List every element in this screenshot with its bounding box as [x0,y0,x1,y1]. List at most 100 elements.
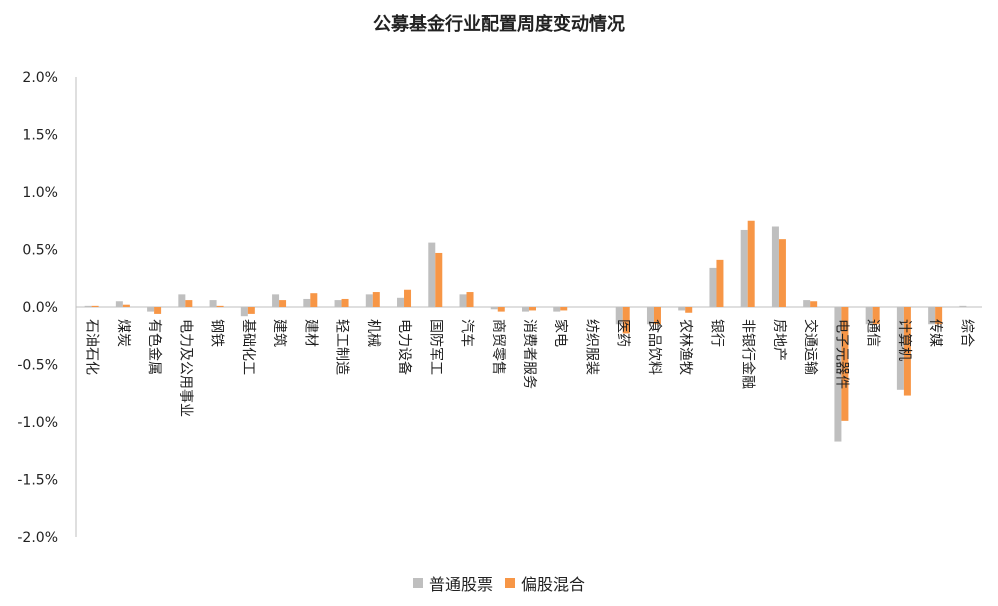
bar-series1 [615,307,623,325]
bar-series2 [216,305,224,307]
x-category-label: 国防军工 [427,319,443,375]
x-category-label: 电力及公用事业 [177,319,193,417]
bar-series1 [834,307,842,442]
bar-series1 [84,305,92,307]
bar-series1 [115,301,123,307]
bar-series2 [560,307,568,311]
bar-series1 [428,242,436,307]
bar-series2 [747,220,755,307]
x-category-label: 传媒 [927,319,943,347]
x-category-label: 农林渔牧 [677,319,693,375]
bar-series2 [372,292,380,307]
x-category-label: 食品饮料 [646,319,663,375]
x-category-label: 轻工制造 [334,319,350,375]
bar-series1 [771,226,779,307]
bar-series2 [122,304,130,307]
bar-series2 [404,289,412,307]
x-category-label: 医药 [615,319,631,347]
x-category-label: 钢铁 [209,319,225,347]
bar-series2 [716,259,724,307]
bar-series1 [240,307,248,317]
bar-series1 [553,307,561,312]
bar-series2 [841,307,849,421]
y-tick-label: 1.0% [22,185,58,201]
bar-series1 [928,307,936,325]
x-category-label: 有色金属 [146,319,163,375]
bar-series1 [209,300,217,307]
x-category-label: 建筑 [271,319,287,347]
bar-series1 [740,229,748,307]
bar-series2 [310,293,318,307]
bar-series2 [903,307,911,396]
bar-series1 [272,294,280,307]
x-category-label: 石油石化 [84,319,100,375]
legend-swatch [412,578,423,588]
bar-series2 [341,298,349,307]
x-category-label: 非银行金融 [740,319,756,389]
x-category-label: 纺织服装 [583,319,599,375]
bar-series2 [685,307,693,313]
x-category-label: 银行 [708,319,724,347]
x-category-label: 建材 [302,319,318,347]
bar-series2 [435,252,443,307]
legend-label: 偏股混合 [521,575,586,594]
x-category-label: 家电 [552,319,569,347]
x-category-label: 基础化工 [240,319,257,375]
bar-series1 [896,307,904,390]
bar-series2 [622,307,630,334]
bar-series2 [653,307,661,325]
y-tick-label: 0.5% [22,243,58,259]
bar-series1 [490,307,498,310]
chart-title: 公募基金行业配置周度变动情况 [373,14,625,35]
bar-series2 [185,300,193,307]
legend-item: 偏股混合 [505,571,585,595]
bar-series1 [865,307,873,325]
x-category-label: 汽车 [459,319,476,347]
y-tick-label: -1.5% [17,473,58,489]
bar-series2 [935,307,943,325]
bar-series2 [91,305,99,307]
bar-series1 [803,300,811,307]
bar-series1 [459,294,467,307]
bar-series2 [466,292,474,307]
bar-series2 [279,300,287,307]
x-category-label: 商贸零售 [490,319,506,375]
bar-series1 [147,307,155,312]
bar-series2 [247,307,255,314]
bar-series1 [334,300,342,307]
bar-series2 [872,307,880,325]
y-tick-label: 0.0% [22,300,58,316]
bar-series1 [303,298,311,307]
bar-series2 [497,307,505,312]
x-category-label: 煤炭 [115,319,131,347]
y-tick-label: -0.5% [17,358,58,374]
x-category-label: 房地产 [771,319,787,361]
bar-series1 [959,305,967,307]
legend-swatch [505,578,515,588]
x-category-label: 综合 [958,319,974,347]
bar-series2 [810,301,818,307]
x-category-label: 消费者服务 [521,319,537,389]
bar-series1 [522,307,529,312]
y-tick-label: -1.0% [17,415,58,431]
x-category-label: 通信 [865,319,881,347]
bar-series2 [529,307,536,311]
legend-item: 普通股票 [412,571,493,595]
y-tick-label: 2.0% [22,70,58,86]
bar-series1 [397,297,405,307]
bar-series1 [709,267,717,307]
legend-label: 普通股票 [428,575,493,594]
bar-series2 [154,307,162,314]
x-category-label: 电子元器件 [833,319,849,389]
x-category-label: 电力设备 [396,319,413,375]
bar-series2 [778,239,786,307]
bar-series1 [365,294,373,307]
bar-series1 [678,307,686,311]
bar-series1 [646,307,654,325]
bar-series1 [178,294,186,307]
legend: 普通股票 偏股混合 [0,571,998,595]
y-tick-label: 1.5% [22,128,58,144]
chart-plot: 2.0% 1.5% 1.0% 0.5% 0.0% -0.5% -1.0% -1.5% -2.0%… [17,70,982,546]
y-tick-label: -2.0% [17,530,58,546]
